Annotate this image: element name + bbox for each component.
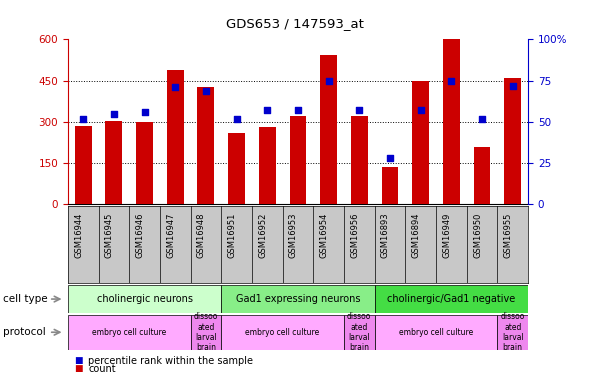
Bar [504,78,521,204]
Text: GSM16956: GSM16956 [350,212,359,258]
Bar [68,315,191,350]
Text: GSM16893: GSM16893 [381,212,390,258]
Point [508,82,517,88]
Bar [221,315,344,350]
Text: dissoo
ated
larval
brain: dissoo ated larval brain [347,312,372,352]
Bar [382,167,398,204]
Point [355,107,364,113]
Bar [290,116,306,204]
Text: cholinergic neurons: cholinergic neurons [97,294,192,304]
Bar [75,126,91,204]
Point [324,78,333,84]
Text: GSM16947: GSM16947 [166,212,175,258]
Bar [106,120,122,204]
Text: GSM16951: GSM16951 [228,212,237,258]
Bar [497,315,528,350]
Point [78,116,88,122]
Point [232,116,241,122]
Point [171,84,180,90]
Point [140,109,149,115]
Text: GSM16946: GSM16946 [136,212,145,258]
Bar [68,285,221,313]
Text: protocol: protocol [3,327,45,337]
Text: embryo cell culture: embryo cell culture [92,328,166,337]
Bar [221,285,375,313]
Text: GSM16949: GSM16949 [442,212,451,258]
Text: GSM16950: GSM16950 [473,212,482,258]
Bar [167,70,183,204]
Text: count: count [88,364,116,374]
Text: GSM16948: GSM16948 [197,212,206,258]
Point [263,107,272,113]
Text: embryo cell culture: embryo cell culture [399,328,473,337]
Text: GSM16894: GSM16894 [412,212,421,258]
Text: GSM16952: GSM16952 [258,212,267,258]
Bar [198,87,214,204]
Text: GSM16944: GSM16944 [74,212,83,258]
Point [385,155,395,161]
Text: dissoo
ated
larval
brain: dissoo ated larval brain [194,312,218,352]
Text: GDS653 / 147593_at: GDS653 / 147593_at [226,17,364,30]
Bar [228,133,245,204]
Text: dissoo
ated
larval
brain: dissoo ated larval brain [500,312,525,352]
Bar [344,315,375,350]
Point [293,107,303,113]
Bar [474,147,490,204]
Point [201,87,211,93]
Bar [191,315,221,350]
Text: cell type: cell type [3,294,48,304]
Point [477,116,487,122]
Text: Gad1 expressing neurons: Gad1 expressing neurons [235,294,360,304]
Point [416,107,425,113]
Bar [259,128,276,204]
Text: GSM16953: GSM16953 [289,212,298,258]
Bar [443,39,460,204]
Text: GSM16954: GSM16954 [320,212,329,258]
Text: GSM16955: GSM16955 [504,212,513,258]
Text: embryo cell culture: embryo cell culture [245,328,320,337]
Point [109,111,119,117]
Text: ■: ■ [74,364,82,373]
Bar [375,285,528,313]
Text: GSM16945: GSM16945 [105,212,114,258]
Bar [412,81,429,204]
Text: ■: ■ [74,356,82,365]
Point [447,78,456,84]
Bar [351,116,368,204]
Bar [136,122,153,204]
Text: percentile rank within the sample: percentile rank within the sample [88,356,254,366]
Bar [375,315,497,350]
Bar [320,54,337,204]
Text: cholinergic/Gad1 negative: cholinergic/Gad1 negative [387,294,516,304]
